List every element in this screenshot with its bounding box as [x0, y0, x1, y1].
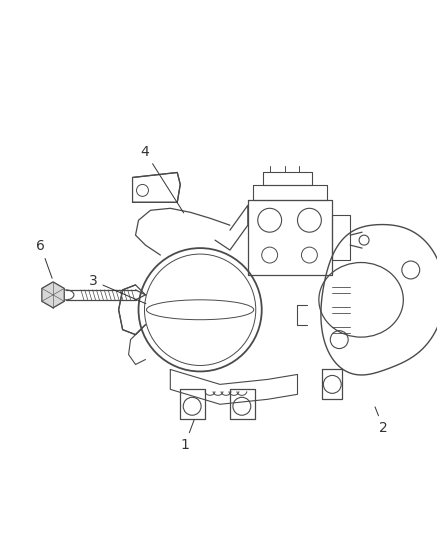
Polygon shape	[42, 282, 64, 308]
Text: 4: 4	[141, 144, 184, 213]
Text: 6: 6	[36, 239, 52, 278]
Text: 2: 2	[375, 407, 388, 435]
Text: 1: 1	[180, 420, 194, 452]
Text: 3: 3	[89, 274, 146, 304]
